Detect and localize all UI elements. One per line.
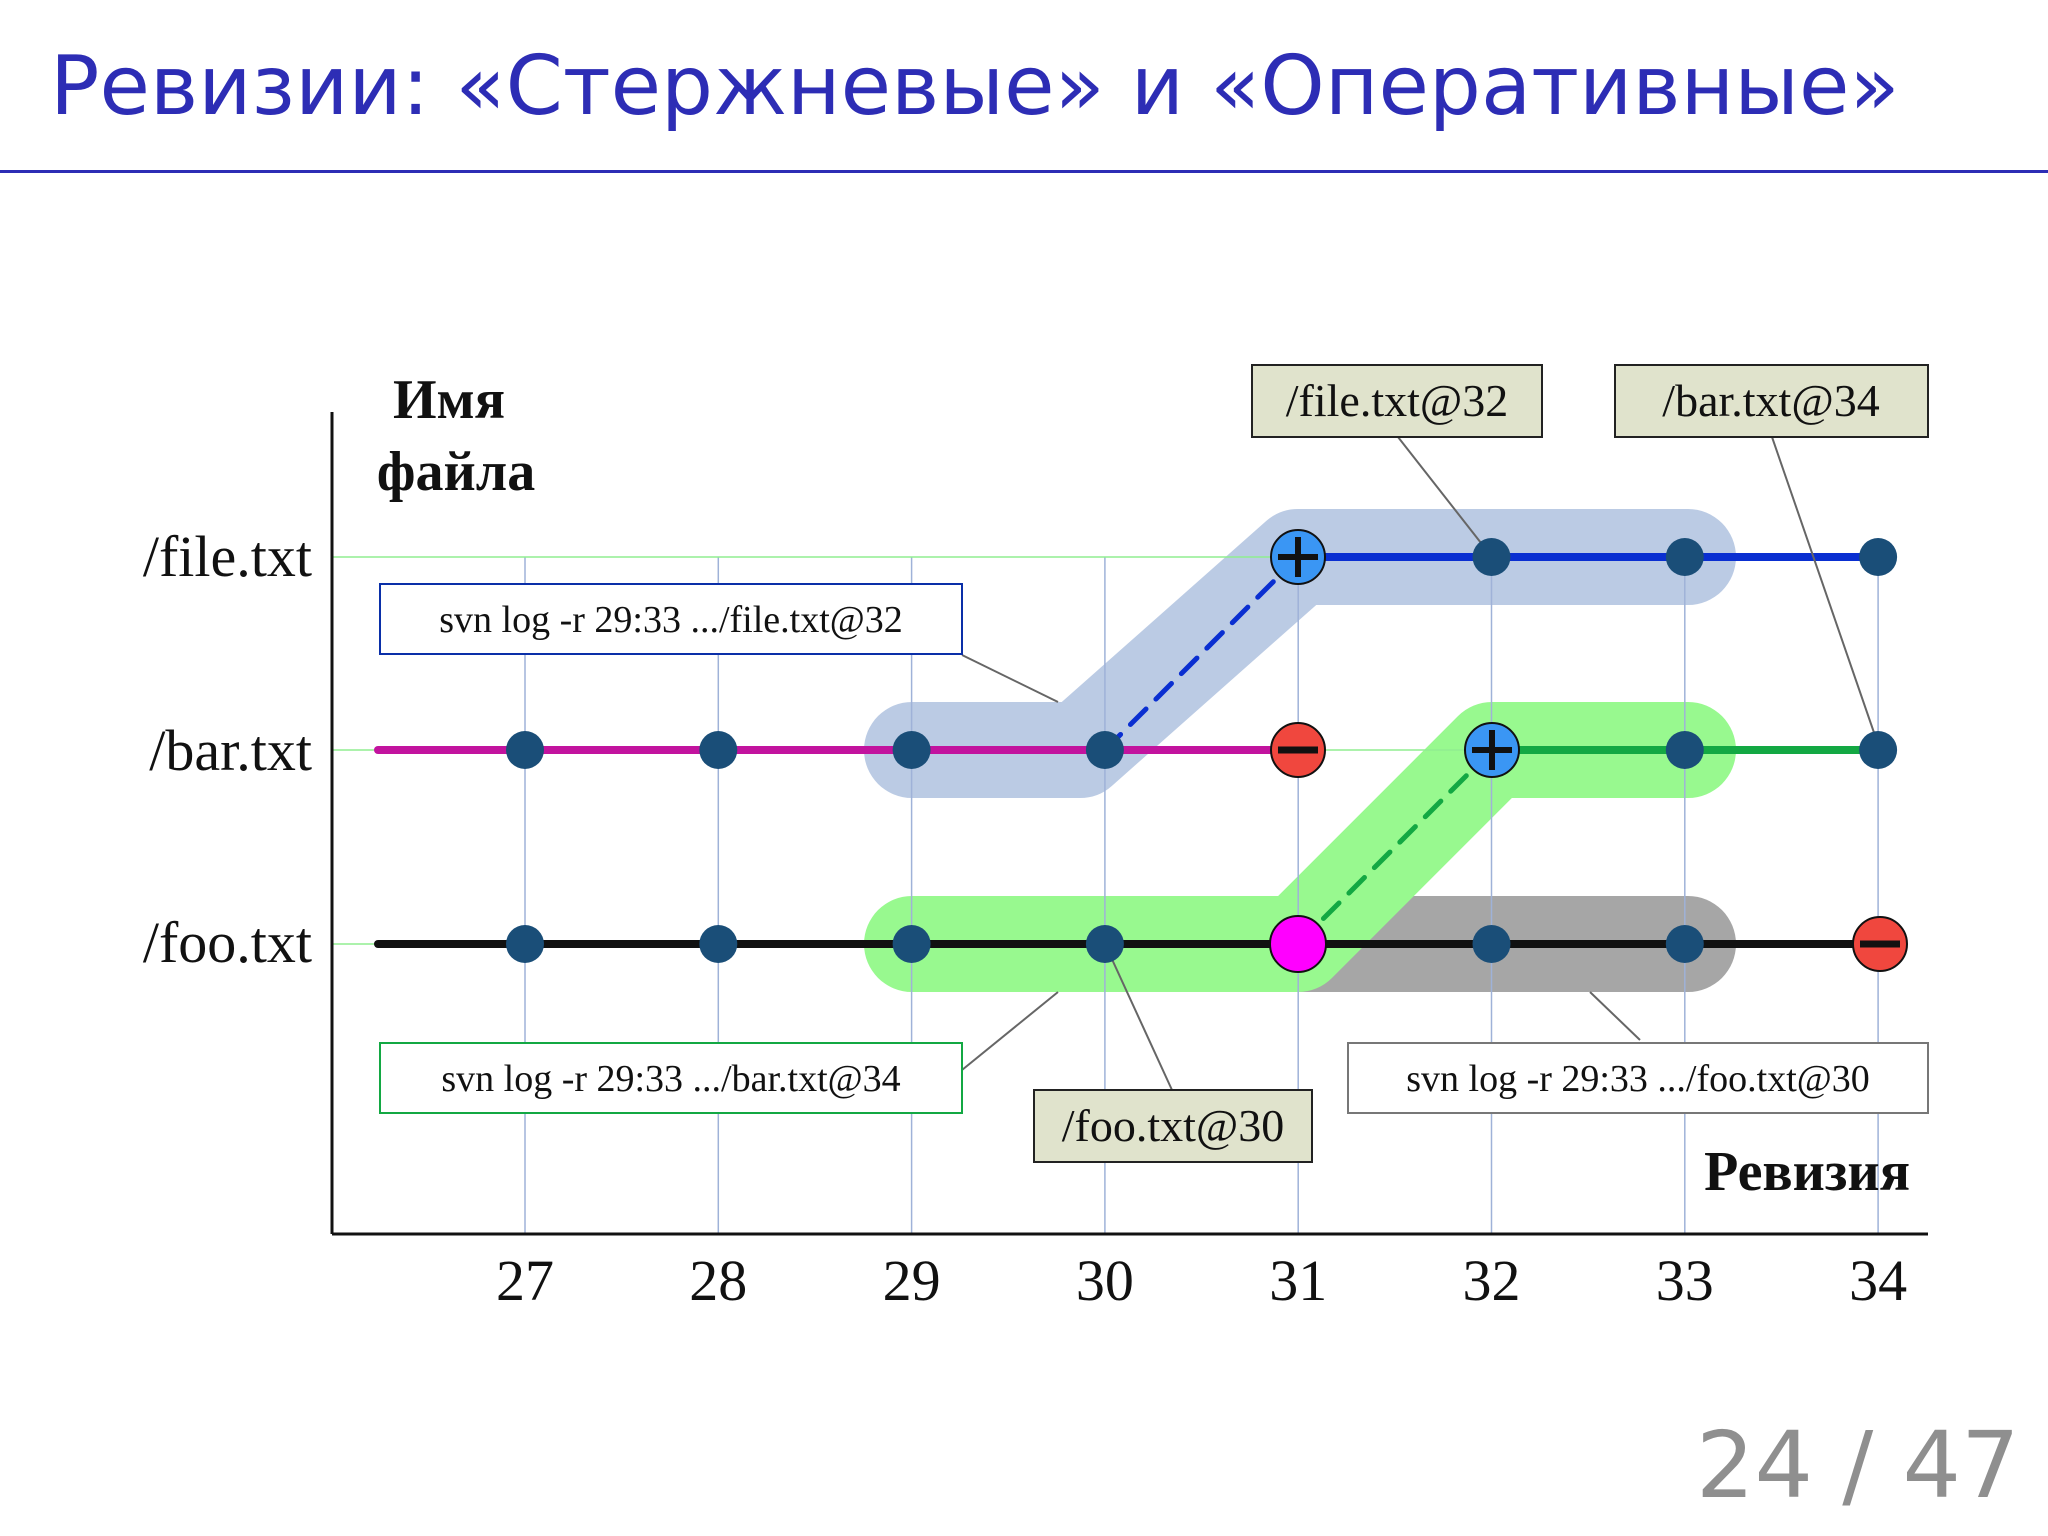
- revision-tick-label: 27: [496, 1248, 554, 1313]
- commit-dot: [506, 731, 544, 769]
- revision-tick-label: 32: [1463, 1248, 1521, 1313]
- bar-cmd-callout: svn log -r 29:33 .../bar.txt@34: [441, 1058, 900, 1100]
- revision-tick-label: 29: [883, 1248, 941, 1313]
- revision-tick-label: 34: [1849, 1248, 1907, 1313]
- revision-tick-label: 30: [1076, 1248, 1134, 1313]
- plus-glyph: [1472, 730, 1512, 770]
- foo-peg-callout-box: [1033, 1089, 1313, 1163]
- file-added-marker: [1270, 529, 1326, 585]
- commit-dot: [1859, 731, 1898, 769]
- foo-cmd-callout: svn log -r 29:33 .../foo.txt@30: [1406, 1058, 1870, 1100]
- file-cmd-callout: svn log -r 29:33 .../file.txt@32: [439, 599, 903, 641]
- commit-dot: [892, 925, 931, 963]
- commit-dot: [1859, 538, 1898, 576]
- leader-foo-peg: [1104, 943, 1173, 1091]
- bar-copy-dashed-line: [1295, 747, 1495, 947]
- leader-foo-cmd: [1589, 991, 1641, 1041]
- y-axis-title-line-2: файла: [377, 441, 535, 503]
- bar-added-marker: [1464, 722, 1520, 778]
- revision-tick-label: 33: [1656, 1248, 1714, 1313]
- revision-tick-labels: 27 28 29 30 31 32 33 34: [496, 1248, 1907, 1313]
- commit-dot: [1665, 731, 1704, 769]
- file-cmd-callout-box: [379, 583, 963, 655]
- commit-dots: [506, 538, 1898, 963]
- leader-bar-peg: [1771, 436, 1881, 751]
- commit-dot: [1472, 538, 1511, 576]
- bar-peg-callout: /bar.txt@34: [1662, 375, 1879, 426]
- bar-peg-callout-box: [1614, 364, 1929, 438]
- foo-cmd-callout-box: [1347, 1042, 1929, 1114]
- x-axis-title: Ревизия: [1704, 1141, 1910, 1203]
- callout-leaders: [961, 436, 1881, 1091]
- y-axis-title: Имя файла: [377, 369, 535, 503]
- file-labels: /file.txt /bar.txt /foo.txt: [143, 524, 312, 975]
- commit-dot: [1665, 925, 1704, 963]
- file-copy-dashed-line: [1102, 554, 1301, 753]
- file-peg-callout: /file.txt@32: [1286, 375, 1509, 426]
- leader-bar-cmd: [961, 991, 1059, 1071]
- bar-deleted-marker: [1270, 722, 1326, 778]
- page-number: 24 / 47: [1696, 1412, 2020, 1519]
- commit-dot: [699, 731, 738, 769]
- foo-peg-callout: /foo.txt@30: [1062, 1100, 1285, 1151]
- commit-dot: [1085, 925, 1124, 963]
- commit-dot: [1085, 731, 1124, 769]
- bar-cmd-callout-box: [379, 1042, 963, 1114]
- axes: [330, 412, 1928, 1236]
- commit-dot: [1472, 925, 1511, 963]
- file-label-bar: /bar.txt: [149, 718, 312, 783]
- commit-dot: [699, 925, 738, 963]
- leader-file-peg: [1397, 436, 1493, 558]
- foo-deleted-marker: [1852, 916, 1908, 972]
- file-label-foo: /foo.txt: [143, 910, 312, 975]
- foo-branch-point-marker: [1269, 915, 1327, 973]
- leader-file-cmd: [961, 654, 1059, 703]
- plus-glyph: [1278, 537, 1318, 577]
- commit-dot: [892, 731, 931, 769]
- commit-dot: [506, 925, 544, 963]
- title-divider: [0, 170, 2048, 173]
- slide-title: Ревизии: «Стержневые» и «Оперативные»: [50, 39, 1900, 134]
- revision-tick-label: 31: [1269, 1248, 1327, 1313]
- callouts: /file.txt@32 /bar.txt@34 /foo.txt@30 svn…: [379, 364, 1929, 1163]
- file-label-file: /file.txt: [143, 524, 312, 589]
- file-peg-callout-box: [1251, 364, 1543, 438]
- revision-tick-label: 28: [689, 1248, 747, 1313]
- change-markers: [1269, 529, 1908, 973]
- y-axis-title-line-1: Имя: [393, 369, 505, 431]
- commit-dot: [1665, 538, 1704, 576]
